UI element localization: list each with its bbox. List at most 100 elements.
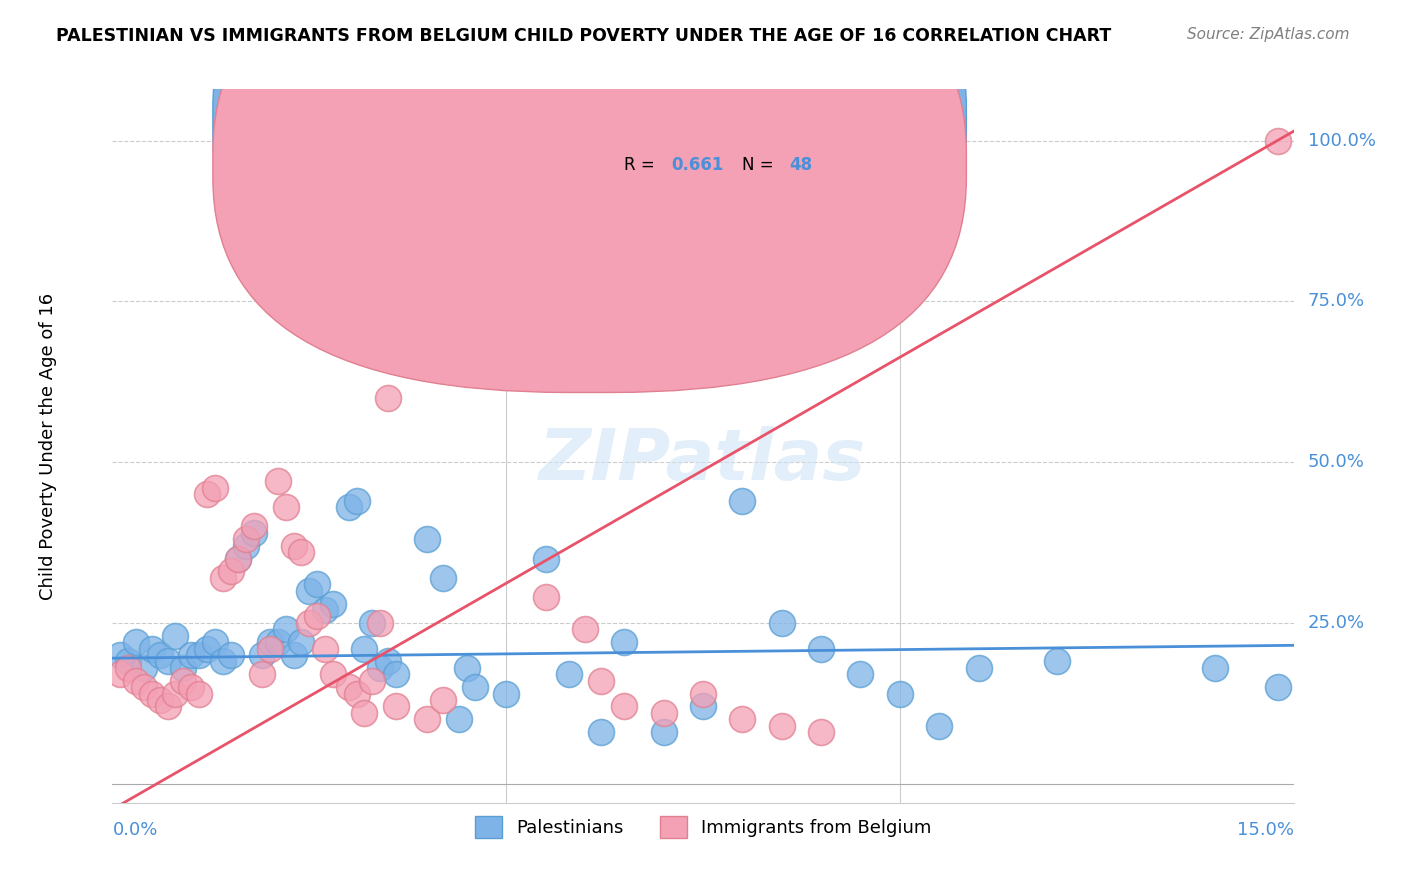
- Text: 0.0%: 0.0%: [112, 821, 157, 838]
- Text: Child Poverty Under the Age of 16: Child Poverty Under the Age of 16: [38, 293, 56, 599]
- Point: [132, 680, 155, 694]
- Text: N =: N =: [742, 112, 779, 129]
- Point: [117, 654, 139, 668]
- Point: [346, 493, 368, 508]
- Point: [558, 667, 581, 681]
- Point: [322, 667, 344, 681]
- Text: 15.0%: 15.0%: [1236, 821, 1294, 838]
- Text: 57: 57: [789, 112, 813, 129]
- Point: [464, 680, 486, 694]
- Point: [314, 641, 336, 656]
- Text: PALESTINIAN VS IMMIGRANTS FROM BELGIUM CHILD POVERTY UNDER THE AGE OF 16 CORRELA: PALESTINIAN VS IMMIGRANTS FROM BELGIUM C…: [56, 27, 1112, 45]
- Point: [652, 706, 675, 720]
- Point: [1204, 661, 1226, 675]
- Point: [283, 539, 305, 553]
- Point: [652, 725, 675, 739]
- Point: [243, 525, 266, 540]
- Point: [165, 686, 187, 700]
- Point: [307, 577, 329, 591]
- Point: [447, 262, 470, 277]
- Point: [589, 673, 612, 688]
- Point: [219, 648, 242, 662]
- Point: [267, 475, 290, 489]
- Point: [172, 673, 194, 688]
- Point: [110, 648, 132, 662]
- Point: [377, 391, 399, 405]
- Point: [274, 500, 297, 514]
- Point: [928, 719, 950, 733]
- Point: [125, 673, 148, 688]
- Legend: Palestinians, Immigrants from Belgium: Palestinians, Immigrants from Belgium: [465, 807, 941, 847]
- Point: [211, 571, 233, 585]
- Text: 0.035: 0.035: [671, 112, 724, 129]
- Text: Source: ZipAtlas.com: Source: ZipAtlas.com: [1187, 27, 1350, 42]
- Point: [810, 725, 832, 739]
- Point: [259, 635, 281, 649]
- Point: [770, 615, 793, 630]
- Point: [290, 635, 312, 649]
- FancyBboxPatch shape: [212, 0, 966, 392]
- Point: [156, 654, 179, 668]
- Text: 75.0%: 75.0%: [1308, 293, 1365, 310]
- Text: 100.0%: 100.0%: [1308, 132, 1375, 150]
- Point: [235, 533, 257, 547]
- Text: R =: R =: [624, 156, 659, 174]
- Point: [322, 597, 344, 611]
- Point: [361, 615, 384, 630]
- Point: [1267, 134, 1289, 148]
- Point: [589, 725, 612, 739]
- Point: [180, 648, 202, 662]
- Point: [211, 654, 233, 668]
- Point: [385, 699, 408, 714]
- Point: [346, 686, 368, 700]
- Point: [228, 551, 250, 566]
- Point: [770, 719, 793, 733]
- Point: [314, 603, 336, 617]
- Point: [180, 680, 202, 694]
- Point: [416, 712, 439, 726]
- Point: [156, 699, 179, 714]
- Point: [613, 699, 636, 714]
- Text: 50.0%: 50.0%: [1308, 453, 1365, 471]
- Point: [495, 686, 517, 700]
- Text: 48: 48: [789, 156, 813, 174]
- Point: [377, 654, 399, 668]
- Point: [141, 686, 163, 700]
- Point: [353, 641, 375, 656]
- Point: [172, 661, 194, 675]
- Point: [132, 661, 155, 675]
- Point: [432, 571, 454, 585]
- Point: [141, 641, 163, 656]
- Point: [204, 481, 226, 495]
- Point: [188, 648, 211, 662]
- Point: [1046, 654, 1069, 668]
- Point: [849, 667, 872, 681]
- Point: [456, 661, 478, 675]
- Point: [447, 712, 470, 726]
- Point: [235, 539, 257, 553]
- Point: [290, 545, 312, 559]
- Point: [368, 615, 391, 630]
- Point: [165, 629, 187, 643]
- Point: [432, 693, 454, 707]
- Point: [574, 622, 596, 636]
- Point: [195, 487, 218, 501]
- Point: [534, 551, 557, 566]
- Point: [416, 533, 439, 547]
- Point: [298, 583, 321, 598]
- Point: [204, 635, 226, 649]
- Point: [219, 565, 242, 579]
- FancyBboxPatch shape: [212, 0, 966, 348]
- Point: [1267, 680, 1289, 694]
- Point: [307, 609, 329, 624]
- Point: [250, 648, 273, 662]
- Point: [368, 661, 391, 675]
- Text: 25.0%: 25.0%: [1308, 614, 1365, 632]
- Point: [228, 551, 250, 566]
- Point: [613, 635, 636, 649]
- Point: [274, 622, 297, 636]
- Point: [267, 635, 290, 649]
- Point: [337, 500, 360, 514]
- Point: [149, 648, 172, 662]
- Point: [259, 641, 281, 656]
